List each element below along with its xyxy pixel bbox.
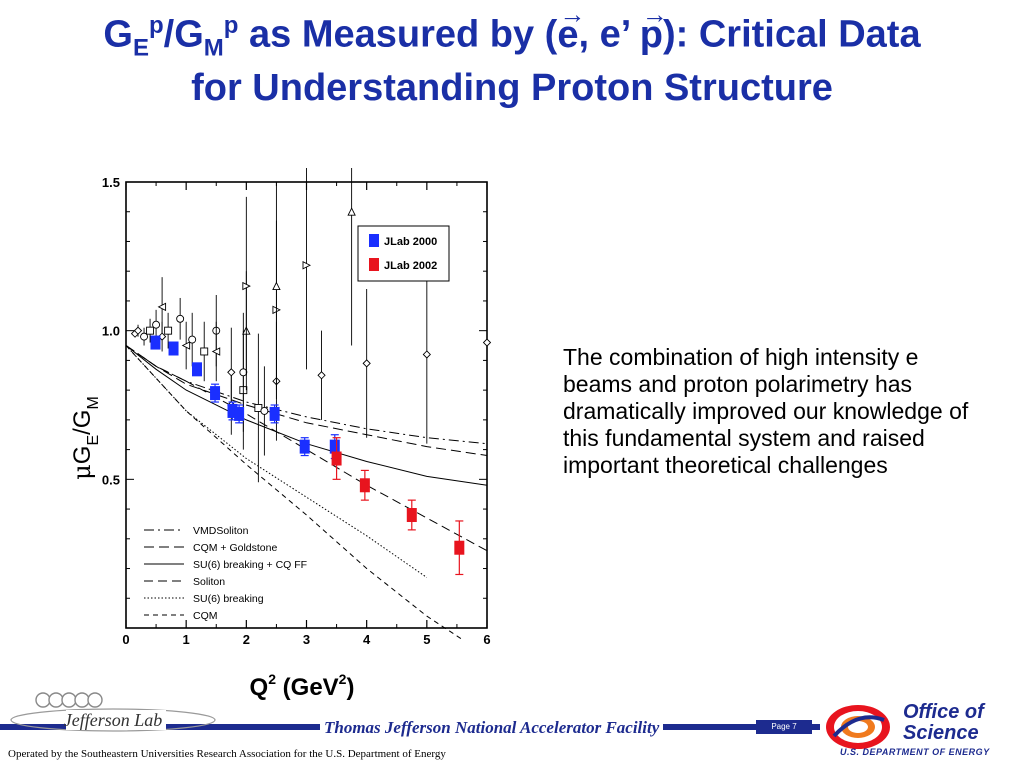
jefferson-lab-logo: Jefferson Lab: [10, 692, 216, 732]
legend-curve-label: VMDSoliton: [193, 525, 249, 537]
slide-title: GEp/GMp as Measured by (e, e’ p): Critic…: [0, 6, 1024, 108]
title-text: /G: [163, 13, 204, 56]
data-point: [329, 439, 340, 454]
title-sub-m: M: [203, 34, 224, 62]
older-point: [152, 320, 161, 329]
x-label-sup2: 2: [339, 671, 347, 687]
legend-curve-label: SU(6) breaking: [193, 593, 264, 605]
title-sub-e: E: [132, 34, 149, 62]
x-tick-label: 6: [483, 632, 490, 647]
y-label-mu: μ: [68, 464, 96, 480]
legend-jlab2000-marker: [369, 234, 379, 247]
data-point: [191, 362, 202, 377]
data-point: [406, 508, 417, 523]
x-label-sup1: 2: [268, 671, 276, 687]
older-point: [260, 406, 269, 415]
y-label-sub-m: M: [85, 396, 102, 409]
science-text: Science: [903, 722, 979, 744]
older-point: [176, 314, 185, 323]
y-label-g: G: [69, 446, 96, 465]
older-point: [181, 341, 191, 350]
jlab-data-points: [150, 335, 465, 576]
office-text: Office of: [903, 701, 984, 723]
y-label-sub-e: E: [85, 435, 102, 446]
data-point: [269, 406, 280, 421]
older-point: [242, 281, 251, 291]
older-point: [272, 281, 281, 291]
data-point: [331, 451, 342, 466]
older-point: [239, 368, 248, 377]
doe-text: U.S. DEPARTMENT OF ENERGY: [840, 747, 990, 757]
title-text: ): Critical Data: [662, 13, 921, 56]
legend-curve-label: SU(6) breaking + CQ FF: [193, 559, 307, 571]
older-point: [347, 207, 356, 216]
older-point: [211, 347, 221, 356]
older-point: [317, 371, 326, 380]
older-point: [482, 338, 492, 347]
data-point: [227, 403, 238, 418]
x-tick-label: 0: [122, 632, 129, 647]
data-point: [299, 439, 310, 454]
data-point: [359, 478, 370, 493]
older-point: [140, 332, 149, 341]
description-text: The combination of high intensity e beam…: [563, 344, 969, 478]
data-point: [150, 335, 161, 350]
older-point: [133, 326, 143, 335]
x-tick-label: 2: [243, 632, 250, 647]
data-point: [234, 406, 245, 421]
older-point: [164, 326, 173, 335]
older-point: [157, 302, 167, 312]
office-of-science-logo: [826, 705, 890, 749]
lab-logo-text: Jefferson Lab: [64, 710, 163, 730]
y-tick-labels: 0.5 1.0 1.5: [102, 175, 120, 487]
legend-curve-label: Soliton: [193, 576, 225, 588]
older-point: [188, 335, 197, 344]
y-tick-label: 0.5: [102, 472, 120, 487]
data-point: [454, 540, 465, 555]
title-e-vector: e: [557, 14, 578, 56]
x-tick-label: 3: [303, 632, 310, 647]
title-sup-p: p: [148, 12, 164, 39]
older-point: [146, 326, 155, 335]
ratio-chart: 0.5 1.0 1.5 0 1 2 3 4 5 6 JLab 2000 JLab 2002 VM…: [68, 168, 492, 701]
legend-theory: VMDSoliton CQM + Goldstone SU(6) breaking …: [144, 525, 307, 622]
theory-curve: [125, 345, 464, 641]
title-text: G: [103, 13, 133, 56]
older-point: [362, 359, 371, 368]
axis-ticks: [125, 182, 488, 628]
operated-by-text: Operated by the Southeastern Universitie…: [8, 748, 446, 760]
title-text: , e’: [578, 13, 640, 56]
x-tick-label: 4: [363, 632, 371, 647]
legend-jlab2002-label: JLab 2002: [384, 260, 437, 272]
title-text: as Measured by (: [238, 13, 558, 56]
older-point: [422, 350, 431, 359]
y-label-slash-g: /G: [69, 410, 96, 435]
x-label-end: ): [346, 674, 354, 701]
legend-jlab2000-label: JLab 2000: [384, 236, 437, 248]
y-tick-label: 1.5: [102, 175, 120, 190]
legend-curve-label: CQM + Goldstone: [193, 542, 277, 554]
title-sup-p: p: [223, 12, 239, 39]
x-tick-labels: 0 1 2 3 4 5 6: [122, 632, 490, 647]
legend-jlab2002-marker: [369, 258, 379, 271]
x-tick-label: 1: [183, 632, 190, 647]
facility-name: Thomas Jefferson National Accelerator Fa…: [320, 718, 664, 738]
legend-data: JLab 2000 JLab 2002: [357, 225, 450, 282]
x-label-mid: (GeV: [276, 674, 339, 701]
y-axis-label: μGE/GM: [68, 396, 102, 480]
older-point: [200, 347, 209, 356]
data-point: [210, 386, 221, 401]
x-label-q: Q: [250, 674, 269, 701]
legend-curve-label: CQM: [193, 610, 218, 622]
title-p-vector: p: [640, 14, 663, 56]
x-tick-label: 5: [423, 632, 430, 647]
page-number: Page 7: [756, 720, 812, 734]
data-point: [168, 341, 179, 356]
title-line2: for Understanding Proton Structure: [191, 67, 833, 110]
older-point: [302, 261, 312, 270]
x-axis-label: Q2 (GeV2): [250, 671, 355, 701]
y-tick-label: 1.0: [102, 324, 120, 339]
